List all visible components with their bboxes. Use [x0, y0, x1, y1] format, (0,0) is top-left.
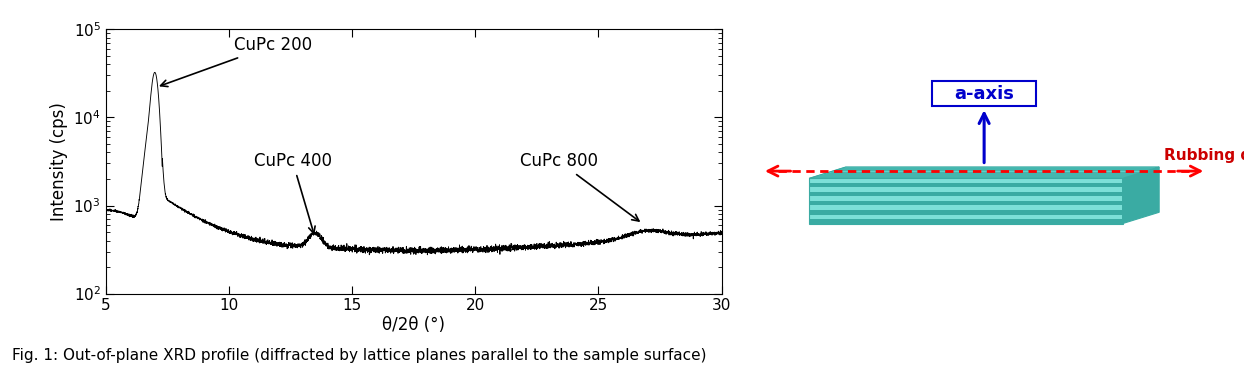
- Text: Fig. 1: Out-of-plane XRD profile (diffracted by lattice planes parallel to the s: Fig. 1: Out-of-plane XRD profile (diffra…: [12, 348, 707, 363]
- Text: Rubbing direction: Rubbing direction: [1164, 148, 1244, 163]
- Polygon shape: [809, 167, 1159, 178]
- Polygon shape: [809, 196, 1122, 201]
- Polygon shape: [809, 167, 1159, 178]
- Polygon shape: [809, 188, 1122, 192]
- Polygon shape: [809, 192, 1122, 196]
- Polygon shape: [809, 178, 1122, 183]
- Text: a-axis: a-axis: [954, 84, 1014, 103]
- Text: CuPc 200: CuPc 200: [160, 36, 312, 87]
- Polygon shape: [809, 183, 1122, 188]
- Y-axis label: Intensity (cps): Intensity (cps): [50, 102, 67, 221]
- Polygon shape: [809, 206, 1122, 210]
- Text: CuPc 800: CuPc 800: [520, 152, 639, 221]
- Polygon shape: [809, 219, 1122, 224]
- Polygon shape: [809, 215, 1122, 219]
- FancyBboxPatch shape: [932, 81, 1036, 106]
- Text: CuPc 400: CuPc 400: [254, 152, 332, 233]
- Polygon shape: [1122, 167, 1159, 224]
- X-axis label: θ/2θ (°): θ/2θ (°): [382, 316, 445, 334]
- Polygon shape: [809, 201, 1122, 206]
- Polygon shape: [809, 210, 1122, 215]
